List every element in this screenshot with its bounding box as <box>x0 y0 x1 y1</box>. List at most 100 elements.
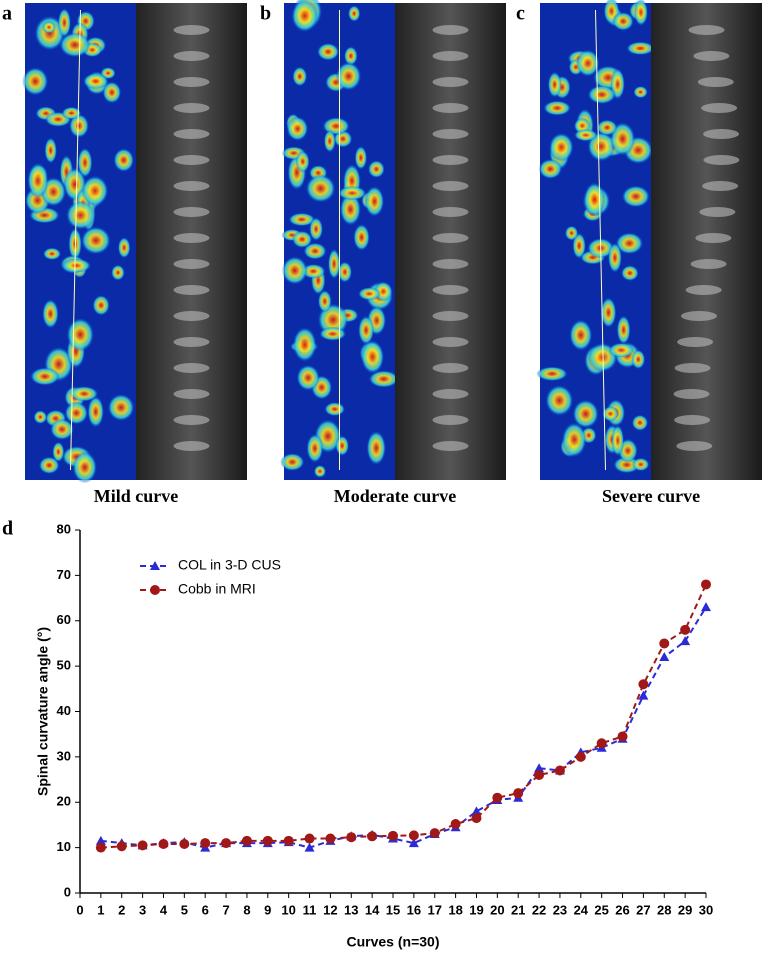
x-tick-label: 15 <box>386 902 400 917</box>
x-tick-label: 28 <box>657 902 671 917</box>
heat-blob <box>360 340 385 374</box>
point <box>659 638 670 649</box>
panel-label: d <box>2 518 13 540</box>
heat-blob <box>633 85 648 99</box>
heat-blob <box>316 42 340 61</box>
heat-blob <box>573 129 598 142</box>
point <box>408 830 419 841</box>
heat-blob <box>69 386 99 402</box>
x-tick-label: 13 <box>344 902 358 917</box>
x-tick-label: 5 <box>181 902 188 917</box>
heat-blob <box>280 453 305 472</box>
heat-blob <box>309 217 324 241</box>
point <box>534 763 545 773</box>
point <box>534 770 545 781</box>
vertebra <box>701 103 738 113</box>
heat-blob <box>335 61 362 91</box>
heat-blob <box>600 297 617 329</box>
x-tick-label: 20 <box>490 902 504 917</box>
point <box>221 838 232 849</box>
x-tick-label: 4 <box>160 902 168 917</box>
point <box>304 833 315 844</box>
vertebra <box>432 389 469 399</box>
heat-blob <box>33 410 48 424</box>
vertebra <box>432 181 469 191</box>
heat-blob <box>339 192 362 226</box>
y-axis-label: Spinal curvature angle (°) <box>35 627 51 796</box>
y-tick-label: 60 <box>57 612 71 627</box>
heat-blob <box>42 21 56 34</box>
heat-blob <box>561 422 587 458</box>
heat-blob <box>364 185 385 217</box>
heat-blob <box>113 148 135 173</box>
heat-blob <box>64 401 89 425</box>
vertebra <box>695 233 732 243</box>
heat-blob <box>366 430 387 466</box>
heat-blob <box>92 294 110 316</box>
heat-blob <box>295 150 310 173</box>
vertebra <box>432 285 469 295</box>
vertebra <box>432 155 469 165</box>
point <box>116 841 127 852</box>
x-axis-label: Curves (n=30) <box>347 934 440 950</box>
y-tick-label: 40 <box>57 703 71 718</box>
panel-caption: Mild curve <box>94 486 178 506</box>
vertebra <box>693 51 730 61</box>
heat-blob <box>616 315 631 345</box>
vertebra <box>173 363 210 373</box>
heat-blob <box>608 342 635 358</box>
heat-blob <box>111 264 125 281</box>
heat-blob <box>57 7 72 38</box>
heat-blob <box>612 11 634 31</box>
point <box>325 833 336 844</box>
point <box>554 765 565 776</box>
vertebra <box>173 51 210 61</box>
vertebra <box>676 441 713 451</box>
heat-blob <box>358 315 375 345</box>
heat-blob <box>22 66 49 96</box>
heat-blob <box>281 256 308 285</box>
legend-label: COL in 3-D CUS <box>178 557 281 573</box>
heat-blob <box>564 225 579 241</box>
heat-blob <box>107 393 135 422</box>
heat-blob <box>543 100 572 116</box>
point <box>450 819 461 830</box>
vertebra <box>173 233 210 243</box>
heat-blob <box>291 0 319 33</box>
heat-blob <box>583 182 606 217</box>
vertebra <box>690 259 727 269</box>
x-tick-label: 8 <box>243 902 250 917</box>
heat-blob <box>102 81 122 104</box>
vertebra <box>173 415 210 425</box>
heat-blob <box>292 66 308 87</box>
heat-blob <box>305 174 336 203</box>
panel-caption: Moderate curve <box>334 486 456 506</box>
heat-blob <box>27 162 49 199</box>
vertebra <box>432 103 469 113</box>
point <box>638 679 649 690</box>
heat-blob <box>61 258 92 273</box>
spine-line <box>595 9 606 471</box>
vertebra <box>680 311 717 321</box>
heat-blob <box>621 265 639 281</box>
point <box>429 828 440 839</box>
vertebra <box>173 129 210 139</box>
vertebra <box>432 337 469 347</box>
heat-blob <box>324 402 346 417</box>
vertebra <box>432 129 469 139</box>
heat-blob <box>347 5 361 22</box>
vertebra <box>674 415 711 425</box>
heat-blob <box>547 71 562 98</box>
legend-marker <box>150 585 160 595</box>
x-tick-label: 11 <box>303 902 317 917</box>
x-tick-label: 9 <box>264 902 271 917</box>
heat-blob <box>42 298 59 329</box>
point <box>492 792 503 803</box>
heat-blob <box>631 349 646 370</box>
vertebra <box>173 259 210 269</box>
heat-blob <box>117 237 131 259</box>
x-tick-label: 1 <box>97 902 104 917</box>
heat-blob <box>587 85 617 105</box>
vertebra <box>432 233 469 243</box>
